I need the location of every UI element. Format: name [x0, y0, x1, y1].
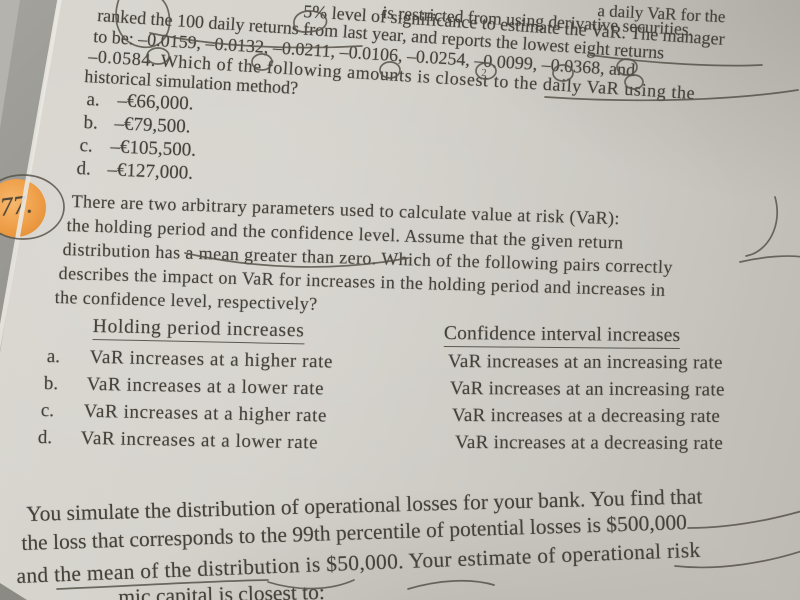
- option-text: –€79,500.: [114, 113, 191, 138]
- option-label: c.: [79, 135, 94, 157]
- table-row-b-right: VaR increases at an increasing rate: [449, 378, 725, 401]
- pen-dash-right-margin: [739, 255, 800, 263]
- row-label: c.: [40, 400, 55, 422]
- row-label: a.: [46, 346, 61, 368]
- table-row-a-right: VaR increases at an increasing rate: [447, 351, 723, 374]
- q76-option-b: b. –€79,500.: [83, 112, 191, 138]
- table-header-confidence-interval: Confidence interval increases: [443, 323, 681, 350]
- row-label: d.: [37, 427, 53, 449]
- option-label: a.: [86, 89, 101, 111]
- question-number-handwritten: 77.: [0, 189, 35, 222]
- pen-underline-500000: [687, 510, 800, 529]
- table-row-d-right: VaR increases at a decreasing rate: [454, 432, 724, 454]
- table-row-b-left: b. VaR increases at a lower rate: [44, 373, 325, 400]
- table-row-c-right: VaR increases at a decreasing rate: [451, 405, 721, 427]
- row-col1: VaR increases at a lower rate: [80, 427, 319, 454]
- table-row-c-left: c. VaR increases at a higher rate: [41, 400, 328, 427]
- pen-swash-right-margin: [745, 196, 779, 257]
- option-label: b.: [83, 112, 99, 134]
- row-label: b.: [43, 373, 59, 395]
- q76-option-d: d. –€127,000.: [76, 158, 193, 185]
- table-header-holding-period: Holding period increases: [92, 316, 305, 345]
- row-col1: VaR increases at a higher rate: [89, 346, 334, 373]
- pen-arc-under-closest-to: [407, 579, 495, 590]
- option-text: –€66,000.: [117, 90, 194, 115]
- q76-option-a: a. –€66,000.: [86, 89, 194, 115]
- row-col1: VaR increases at a higher rate: [83, 400, 328, 427]
- q77-line-5: the confidence level, respectively?: [54, 287, 318, 314]
- table-row-d-left: d. VaR increases at a lower rate: [38, 427, 319, 454]
- row-col1: VaR increases at a lower rate: [86, 373, 325, 400]
- option-text: –€127,000.: [107, 159, 194, 184]
- option-text: –€105,500.: [110, 136, 197, 161]
- option-label: d.: [76, 158, 92, 180]
- table-row-a-left: a. VaR increases at a higher rate: [47, 346, 334, 373]
